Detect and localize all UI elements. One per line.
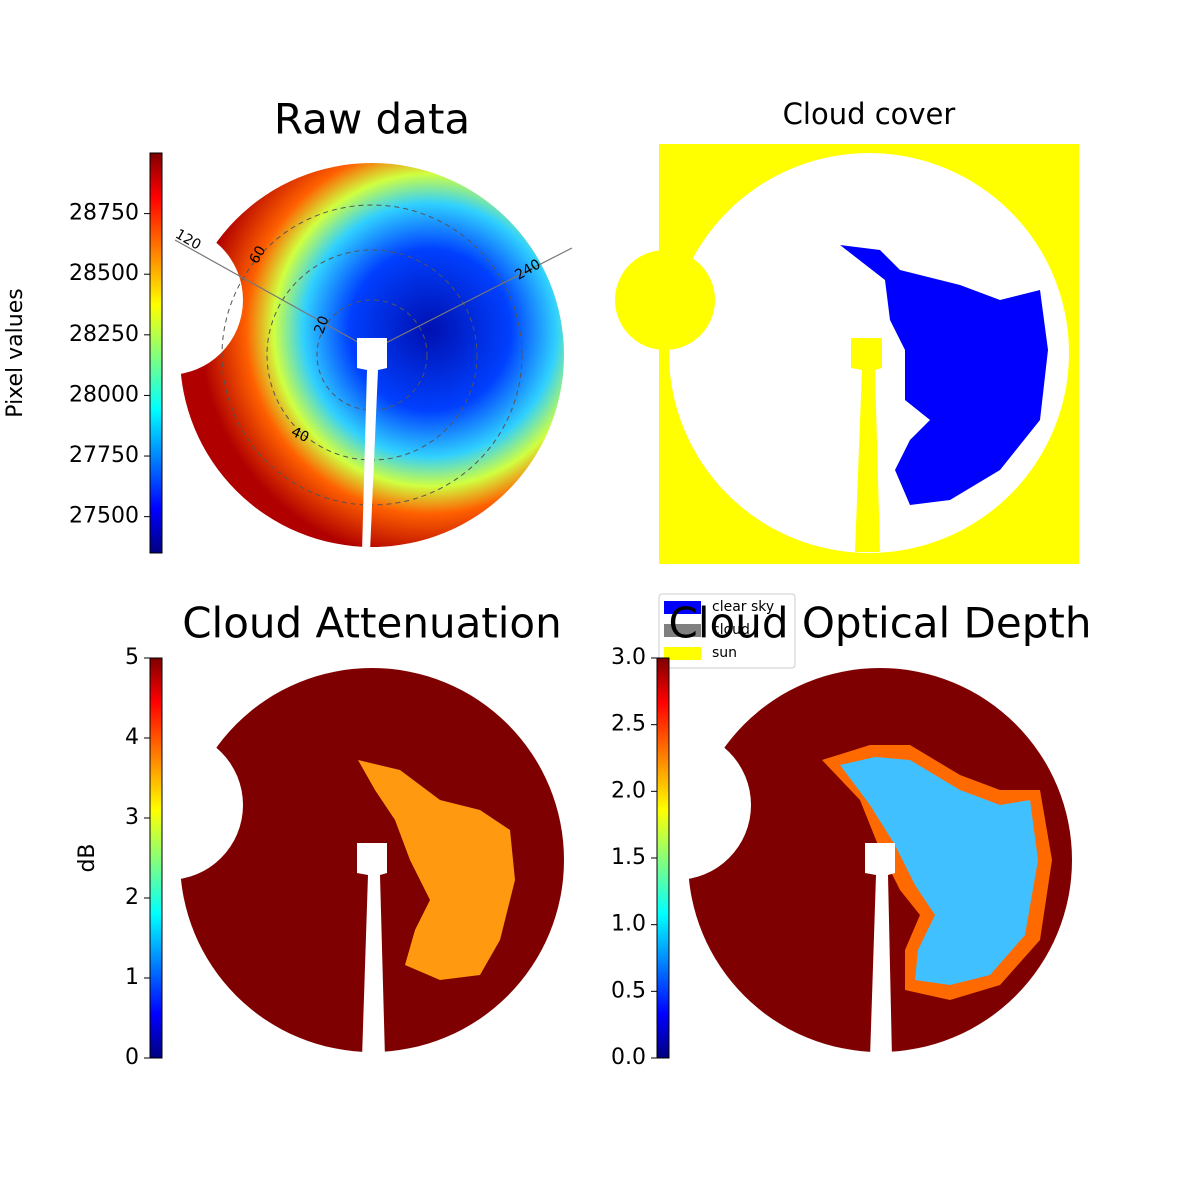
raw-image — [93, 163, 573, 552]
colorbar-tick-label: 28250 — [69, 322, 139, 347]
attenuation-image — [93, 668, 564, 1058]
colorbar — [149, 152, 163, 554]
colorbar-label: Pixel values — [3, 288, 28, 417]
colorbar-tick-label: 0.5 — [611, 978, 646, 1003]
legend: clear sky cloud sun — [658, 593, 796, 669]
legend-swatch — [664, 601, 701, 614]
colorbar-tick-label: 2.5 — [611, 712, 646, 737]
colorbar-tick-label: 1.0 — [611, 912, 646, 937]
colorbar-tick-label: 2.0 — [611, 778, 646, 803]
colorbar-tick-label: 4 — [125, 725, 139, 750]
colorbar-tick-label: 3.0 — [611, 645, 646, 670]
colorbar-tick-label: 27500 — [69, 504, 139, 529]
colorbar-tick-label: 0 — [125, 1045, 139, 1070]
polar-annotation: 40 — [289, 424, 312, 446]
legend-label: cloud — [712, 622, 750, 638]
colorbar-label: dB — [75, 843, 100, 872]
panel-title: Raw data — [274, 95, 470, 144]
polar-annotation: 60 — [247, 243, 270, 266]
colorbar-tick-label: 2 — [125, 885, 139, 910]
legend-swatch — [664, 647, 701, 660]
colorbar-tick-label: 27750 — [69, 443, 139, 468]
legend-swatch — [664, 624, 701, 637]
optical-depth-image — [601, 668, 1072, 1058]
colorbar-tick-label: 28500 — [69, 261, 139, 286]
colorbar-tick-label: 28000 — [69, 382, 139, 407]
cloud-cover-image — [615, 144, 1079, 564]
colorbar-tick-label: 3 — [125, 805, 139, 830]
colorbar-tick-label: 0.0 — [611, 1045, 646, 1070]
panel-title: Cloud Attenuation — [182, 599, 562, 648]
colorbar-tick-label: 28750 — [69, 201, 139, 226]
colorbar — [656, 657, 670, 1059]
legend-label: sun — [712, 645, 737, 661]
panel-title: Cloud Optical Depth — [669, 599, 1092, 648]
colorbar-tick-label: 5 — [125, 645, 139, 670]
panel-title: Cloud cover — [783, 97, 956, 131]
colorbar — [149, 657, 163, 1059]
legend-label: clear sky — [712, 599, 774, 615]
colorbar-tick-label: 1 — [125, 965, 139, 990]
polar-annotation: 20 — [311, 314, 332, 336]
colorbar-tick-label: 1.5 — [611, 845, 646, 870]
